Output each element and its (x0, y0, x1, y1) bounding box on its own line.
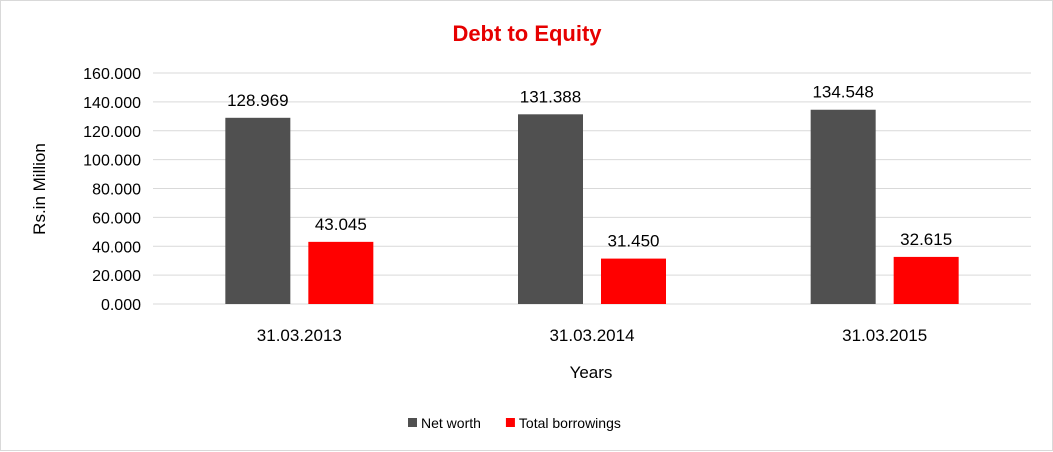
legend-swatch (505, 418, 515, 427)
x-axis-ticks: 31.03.2013 31.03.2014 31.03.2015 (257, 326, 927, 345)
x-tick-label: 31.03.2014 (549, 326, 634, 345)
legend-swatch (408, 418, 417, 427)
x-tick-label: 31.03.2015 (842, 326, 927, 345)
bar-total-borrowings (308, 241, 374, 304)
y-axis-ticks: 0.000 20.000 40.000 60.000 80.000 100.000 120.… (83, 66, 141, 314)
bars (225, 109, 959, 305)
chart-title: Debt to Equity (452, 21, 602, 46)
legend-entry: Total borrowings (519, 415, 621, 431)
y-axis-title: Rs.in Million (30, 143, 49, 235)
bar-total-borrowings (893, 256, 959, 304)
bar-net-worth (225, 117, 291, 305)
legend-entry: Net worth (421, 415, 481, 431)
bar-total-borrowings (601, 258, 666, 304)
y-tick-label: 0.000 (101, 297, 141, 314)
data-label: 31.450 (608, 232, 660, 251)
x-axis-title: Years (570, 363, 613, 382)
data-label: 128.969 (227, 91, 288, 110)
data-label: 131.388 (520, 87, 581, 106)
y-tick-label: 20.000 (92, 268, 141, 285)
x-tick-label: 31.03.2013 (257, 326, 342, 345)
y-tick-label: 60.000 (92, 210, 141, 227)
data-labels: 128.969 43.045 131.388 31.450 134.548 32.615 (227, 83, 952, 251)
y-tick-label: 120.000 (83, 124, 141, 141)
data-label: 134.548 (812, 83, 873, 102)
legend: Net worth Total borrowings (408, 415, 621, 431)
y-tick-label: 100.000 (83, 153, 141, 170)
y-tick-label: 80.000 (92, 182, 141, 199)
data-label: 32.615 (900, 230, 952, 249)
bar-net-worth (518, 114, 583, 304)
y-tick-label: 140.000 (83, 95, 141, 112)
data-label: 43.045 (315, 215, 367, 234)
y-tick-label: 160.000 (83, 66, 141, 83)
bar-net-worth (810, 109, 876, 304)
y-tick-label: 40.000 (92, 239, 141, 256)
gridlines (153, 72, 1031, 305)
